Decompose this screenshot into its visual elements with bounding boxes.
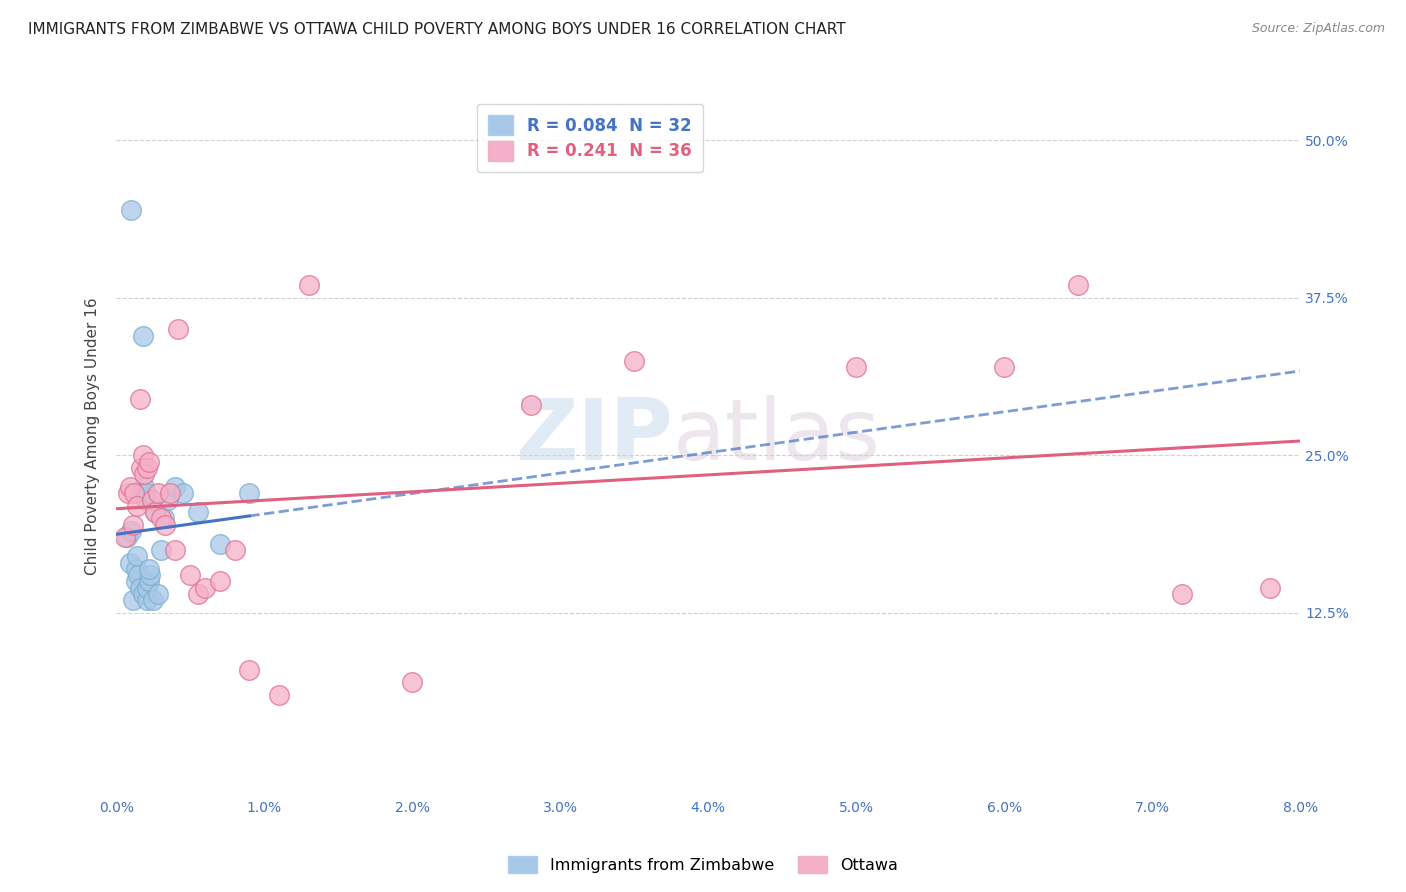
Point (194, 581, 217, 595)
Point (165, 543, 187, 558)
Point (149, 543, 172, 558)
Point (165, 480, 187, 494)
Point (845, 360, 868, 375)
Point (187, 587, 209, 601)
Point (121, 517, 143, 532)
Point (138, 562, 160, 576)
Point (135, 486, 157, 500)
Point (623, 354, 645, 368)
Point (132, 449, 155, 463)
Point (129, 581, 152, 595)
Point (519, 398, 541, 412)
Point (1170, 587, 1192, 601)
Point (131, 486, 153, 500)
Point (135, 492, 157, 507)
Point (138, 574, 160, 589)
Point (208, 574, 231, 589)
Point (136, 461, 159, 475)
Point (136, 581, 159, 595)
Point (298, 278, 321, 293)
Point (187, 505, 209, 519)
Point (146, 486, 169, 500)
Point (152, 511, 174, 525)
Point (146, 587, 169, 601)
Point (143, 505, 166, 519)
Point (224, 543, 246, 558)
Point (131, 461, 153, 475)
Point (127, 568, 149, 582)
Point (1260, 581, 1282, 595)
Point (179, 568, 201, 582)
Point (267, 688, 290, 702)
Point (401, 675, 423, 690)
Point (121, 593, 143, 607)
Legend: R = 0.084  N = 32, R = 0.241  N = 36: R = 0.084 N = 32, R = 0.241 N = 36 (477, 103, 703, 172)
Point (142, 593, 165, 607)
Text: ZIP: ZIP (515, 395, 672, 478)
Point (125, 549, 148, 564)
Point (118, 480, 141, 494)
Text: atlas: atlas (672, 395, 880, 478)
Point (159, 486, 181, 500)
Point (120, 524, 142, 538)
Point (134, 480, 156, 494)
Point (132, 328, 155, 343)
Point (134, 467, 156, 482)
Point (120, 202, 142, 217)
Point (153, 517, 176, 532)
Legend: Immigrants from Zimbabwe, Ottawa: Immigrants from Zimbabwe, Ottawa (502, 849, 904, 880)
Point (114, 530, 136, 544)
Point (132, 587, 155, 601)
Point (143, 505, 166, 519)
Point (167, 322, 190, 336)
Point (122, 486, 145, 500)
Point (139, 568, 162, 582)
Point (118, 556, 141, 570)
Point (149, 511, 172, 525)
Point (238, 486, 260, 500)
Point (124, 562, 146, 576)
Point (117, 486, 139, 500)
Point (125, 499, 148, 513)
Point (136, 593, 159, 607)
Point (115, 530, 138, 544)
Point (993, 360, 1015, 375)
Text: Source: ZipAtlas.com: Source: ZipAtlas.com (1251, 22, 1385, 36)
Point (124, 574, 146, 589)
Point (157, 492, 180, 507)
Point (138, 455, 160, 469)
Point (1067, 278, 1090, 293)
Point (129, 392, 152, 406)
Point (208, 537, 231, 551)
Text: IMMIGRANTS FROM ZIMBABWE VS OTTAWA CHILD POVERTY AMONG BOYS UNDER 16 CORRELATION: IMMIGRANTS FROM ZIMBABWE VS OTTAWA CHILD… (28, 22, 846, 37)
Y-axis label: Child Poverty Among Boys Under 16: Child Poverty Among Boys Under 16 (86, 298, 100, 575)
Point (172, 486, 194, 500)
Point (238, 663, 260, 677)
Point (141, 492, 163, 507)
